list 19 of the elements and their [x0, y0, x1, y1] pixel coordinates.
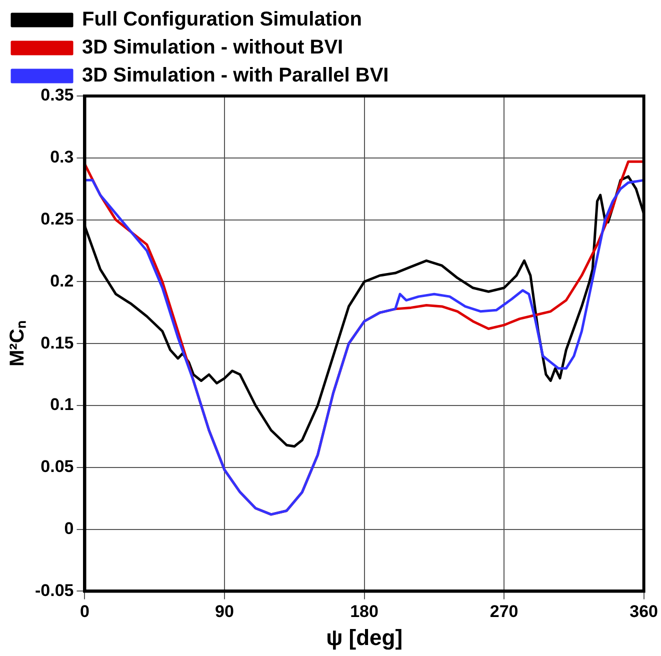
x-tick-label: 0: [80, 602, 90, 622]
x-tick-label: 180: [350, 602, 378, 622]
y-tick-label: 0.35: [40, 86, 74, 105]
y-tick-label: 0.05: [40, 457, 74, 476]
legend-label: 3D Simulation - without BVI: [82, 36, 344, 59]
y-tick-label: -0.05: [35, 580, 74, 600]
y-tick-label: 0.1: [50, 395, 74, 414]
legend-label: Full Configuration Simulation: [82, 8, 362, 31]
legend-label: 3D Simulation - with Parallel BVI: [82, 64, 389, 87]
y-axis-title: M²Cₙ: [6, 320, 29, 366]
y-tick-label: 0: [64, 518, 74, 538]
y-tick-label: 0.15: [40, 333, 74, 352]
y-tick-label: 0.2: [50, 271, 74, 290]
x-axis-title: ψ [deg]: [326, 624, 403, 650]
y-tick-label: 0.3: [50, 148, 74, 167]
x-tick-label: 270: [490, 602, 518, 622]
x-tick-label: 360: [630, 602, 658, 622]
y-tick-label: 0.25: [40, 209, 74, 228]
x-tick-label: 90: [215, 602, 234, 622]
